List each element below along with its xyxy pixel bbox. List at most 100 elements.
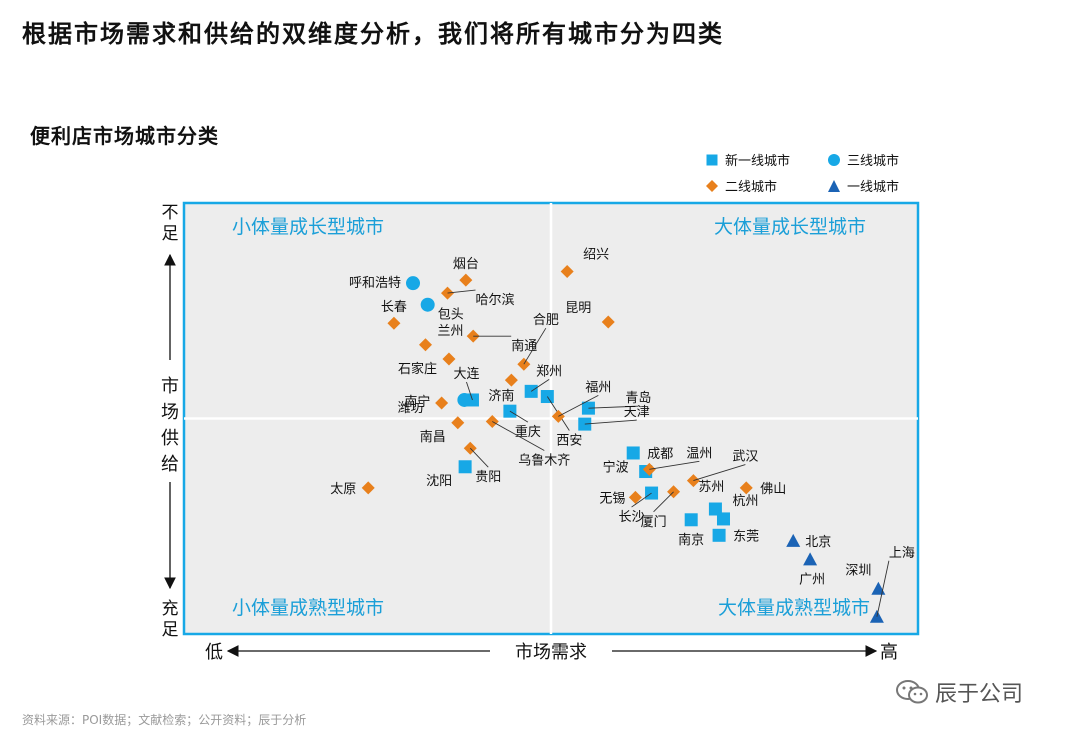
circle-marker-icon bbox=[828, 153, 840, 166]
point-label: 呼和浩特 bbox=[349, 276, 401, 291]
point-label: 合肥 bbox=[533, 313, 559, 328]
x-axis-high-label: 高 bbox=[880, 642, 898, 663]
series-diamond-point bbox=[418, 338, 432, 352]
point-label: 济南 bbox=[488, 388, 514, 404]
leader-line bbox=[492, 421, 545, 451]
leader-line bbox=[530, 378, 550, 392]
leader-line bbox=[558, 394, 599, 417]
series-diamond-point bbox=[361, 481, 375, 495]
y-axis-top-label: 不 bbox=[162, 203, 179, 223]
leader-line bbox=[588, 405, 639, 409]
point-label: 深圳 bbox=[845, 564, 871, 579]
leader-line bbox=[693, 464, 746, 481]
point-label: 厦门 bbox=[641, 515, 667, 530]
leader-line bbox=[653, 491, 674, 513]
leader-line bbox=[466, 381, 473, 401]
legend-item-tier3: 三线城市 bbox=[827, 150, 899, 169]
series-square-point bbox=[716, 512, 730, 526]
point-label: 无锡 bbox=[599, 491, 625, 506]
point-label: 长沙 bbox=[619, 510, 645, 525]
point-label: 包头 bbox=[438, 308, 464, 323]
series-diamond-point bbox=[504, 373, 518, 387]
point-label: 佛山 bbox=[760, 482, 786, 497]
point-label: 南京 bbox=[678, 532, 704, 548]
quadrant-title-top-right: 大体量成长型城市 bbox=[714, 216, 866, 238]
y-axis-label: 场 bbox=[161, 402, 179, 423]
point-label: 潍坊 bbox=[398, 401, 424, 416]
series-diamond-point bbox=[601, 315, 615, 329]
point-label: 石家庄 bbox=[398, 361, 437, 377]
series-square-point bbox=[458, 460, 472, 474]
point-label: 东莞 bbox=[733, 529, 759, 544]
legend-label: 三线城市 bbox=[847, 154, 900, 169]
series-triangle-point bbox=[803, 552, 818, 566]
legend-label: 新一线城市 bbox=[725, 154, 791, 169]
series-square-point bbox=[684, 513, 698, 527]
series-diamond-point bbox=[451, 416, 465, 430]
point-label: 西安 bbox=[556, 434, 582, 449]
y-axis-bottom-label: 充 bbox=[162, 599, 179, 619]
leader-line bbox=[447, 289, 476, 294]
point-label: 长春 bbox=[381, 300, 407, 315]
leader-line bbox=[631, 492, 652, 508]
y-axis-label: 给 bbox=[161, 454, 179, 475]
series-circle-point bbox=[457, 392, 472, 407]
point-label: 郑州 bbox=[536, 364, 562, 379]
diamond-marker-icon bbox=[706, 179, 718, 192]
series-triangle-point bbox=[786, 533, 801, 547]
brand-watermark: 辰于公司 bbox=[895, 676, 1023, 708]
point-label: 绍兴 bbox=[583, 248, 609, 263]
y-axis-label: 供 bbox=[161, 428, 179, 449]
point-label: 兰州 bbox=[437, 324, 463, 339]
point-label: 北京 bbox=[805, 535, 831, 550]
y-axis-top-label: 足 bbox=[162, 224, 179, 244]
series-diamond-point bbox=[387, 316, 401, 330]
x-axis-label: 市场需求 bbox=[515, 642, 587, 663]
point-label: 沈阳 bbox=[426, 474, 452, 489]
wechat-icon bbox=[896, 680, 928, 704]
point-label: 上海 bbox=[889, 546, 915, 561]
series-diamond-point bbox=[459, 273, 473, 287]
source-footnote: 资料来源：POI数据；文献检索；公开资料；辰于分析 bbox=[22, 713, 307, 727]
y-axis-label: 市 bbox=[161, 376, 179, 397]
series-square-point bbox=[712, 528, 726, 542]
point-label: 昆明 bbox=[565, 301, 591, 316]
leader-line bbox=[584, 419, 637, 425]
triangle-marker-icon bbox=[828, 179, 840, 192]
point-label: 福州 bbox=[585, 380, 611, 395]
point-label: 杭州 bbox=[732, 494, 758, 509]
point-label: 温州 bbox=[686, 446, 712, 461]
y-axis-bottom-label: 足 bbox=[162, 620, 179, 640]
point-label: 贵阳 bbox=[475, 470, 501, 485]
point-label: 宁波 bbox=[603, 460, 629, 476]
point-label: 南通 bbox=[511, 338, 537, 354]
point-label: 重庆 bbox=[515, 424, 541, 440]
square-marker-icon bbox=[706, 154, 718, 165]
point-label: 南宁 bbox=[404, 394, 430, 410]
series-square-point bbox=[708, 502, 722, 516]
page-headline: 根据市场需求和供给的双维度分析，我们将所有城市分为四类 bbox=[22, 19, 724, 48]
point-label: 烟台 bbox=[453, 257, 479, 272]
point-label: 乌鲁木齐 bbox=[518, 453, 570, 469]
brand-name: 辰于公司 bbox=[935, 682, 1024, 707]
quadrant-title-bottom-right: 大体量成熟型城市 bbox=[718, 597, 870, 619]
leader-line bbox=[523, 327, 547, 365]
legend-label: 一线城市 bbox=[847, 180, 900, 195]
point-label: 武汉 bbox=[732, 450, 758, 465]
quadrant-title-bottom-left: 小体量成熟型城市 bbox=[232, 597, 384, 619]
series-diamond-point bbox=[628, 490, 642, 504]
x-axis-low-label: 低 bbox=[205, 642, 223, 663]
point-label: 青岛 bbox=[625, 390, 651, 406]
legend-item-tier1: 一线城市 bbox=[827, 176, 899, 195]
chart-subtitle: 便利店市场城市分类 bbox=[30, 124, 219, 148]
point-label: 天津 bbox=[624, 405, 650, 420]
point-label: 南昌 bbox=[420, 429, 446, 445]
series-diamond-point bbox=[560, 265, 574, 279]
legend-item-tier1-new: 新一线城市 bbox=[705, 150, 790, 169]
leader-line bbox=[509, 410, 529, 423]
point-label: 大连 bbox=[453, 366, 479, 382]
legend-label: 二线城市 bbox=[725, 180, 778, 195]
point-label: 成都 bbox=[647, 447, 673, 462]
series-circle-point bbox=[420, 297, 435, 312]
